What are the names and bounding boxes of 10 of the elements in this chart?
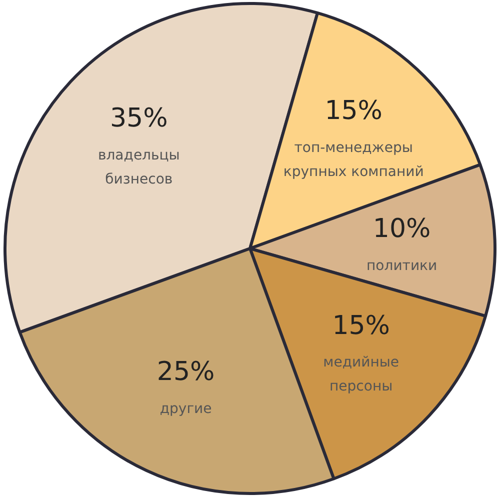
data-label: 10% <box>372 214 431 244</box>
data-label: 35% <box>110 104 168 134</box>
data-label: 15% <box>332 310 390 341</box>
data-label: 25% <box>156 356 215 387</box>
data-label: 15% <box>324 96 382 126</box>
slice-label: медийные персоны <box>323 354 400 395</box>
slice-label: владельцы бизнесов <box>98 148 180 188</box>
slice-label: политики <box>366 258 438 274</box>
slice-label: топ-менеджеры крупных компаний <box>283 140 424 180</box>
slice-label: другие <box>160 400 212 417</box>
